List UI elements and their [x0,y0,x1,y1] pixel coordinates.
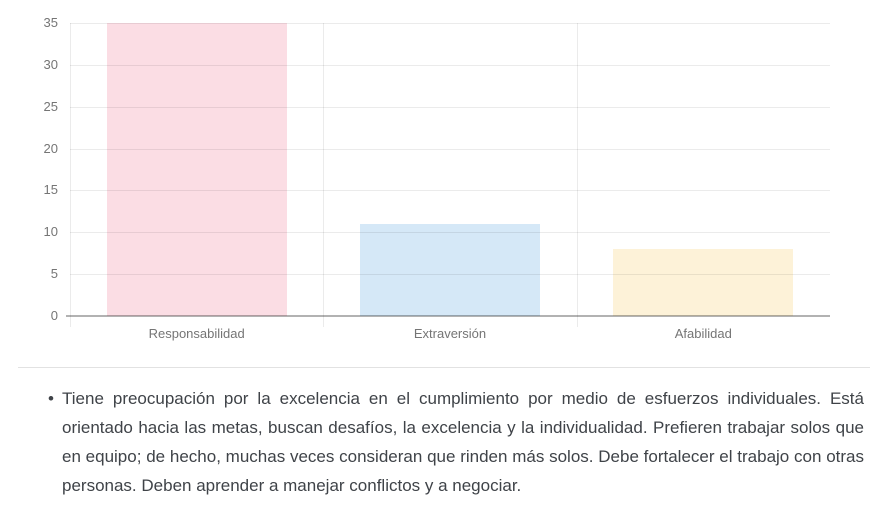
y-tick-label: 20 [43,140,58,156]
y-tick-label: 0 [50,308,58,323]
gridline [70,232,830,234]
y-tick-label: 5 [50,266,58,282]
description-block: • Tiene preocupación por la excelencia e… [48,384,864,500]
gridline [70,23,830,24]
y-tick-label: 25 [43,98,58,114]
y-tick-label: 10 [43,224,58,240]
bar-responsabilidad[interactable] [106,23,287,316]
section-divider [18,367,870,368]
y-tick-label: 35 [43,15,58,30]
bar-afabilidad[interactable] [613,249,794,316]
vertical-gridline [323,23,325,327]
y-tick-label: 30 [43,56,58,72]
x-category-label: Responsabilidad [148,326,245,341]
x-category-label: Extraversión [413,326,487,341]
vertical-gridline [576,23,578,327]
gridline [70,106,830,108]
x-axis-labels: Responsabilidad Extraversión Afabilidad [70,324,830,344]
bar-extraversión[interactable] [360,223,540,316]
gridline [70,148,830,150]
bullet-marker: • [48,389,54,408]
gridline [70,190,830,192]
y-axis-labels: 0 5 10 15 20 25 30 35 [0,0,58,350]
bar-chart: 0 5 10 15 20 25 30 35 Responsabilidad Extraversi… [0,0,830,350]
plot-area [66,23,830,327]
x-axis-baseline [66,315,830,317]
description-text: Tiene preocupación por la excelencia en … [62,389,864,495]
x-category-label: Afabilidad [674,326,732,341]
vertical-gridline [70,23,71,327]
y-tick-label: 15 [43,182,58,198]
gridline [70,64,830,66]
gridline [70,274,830,276]
